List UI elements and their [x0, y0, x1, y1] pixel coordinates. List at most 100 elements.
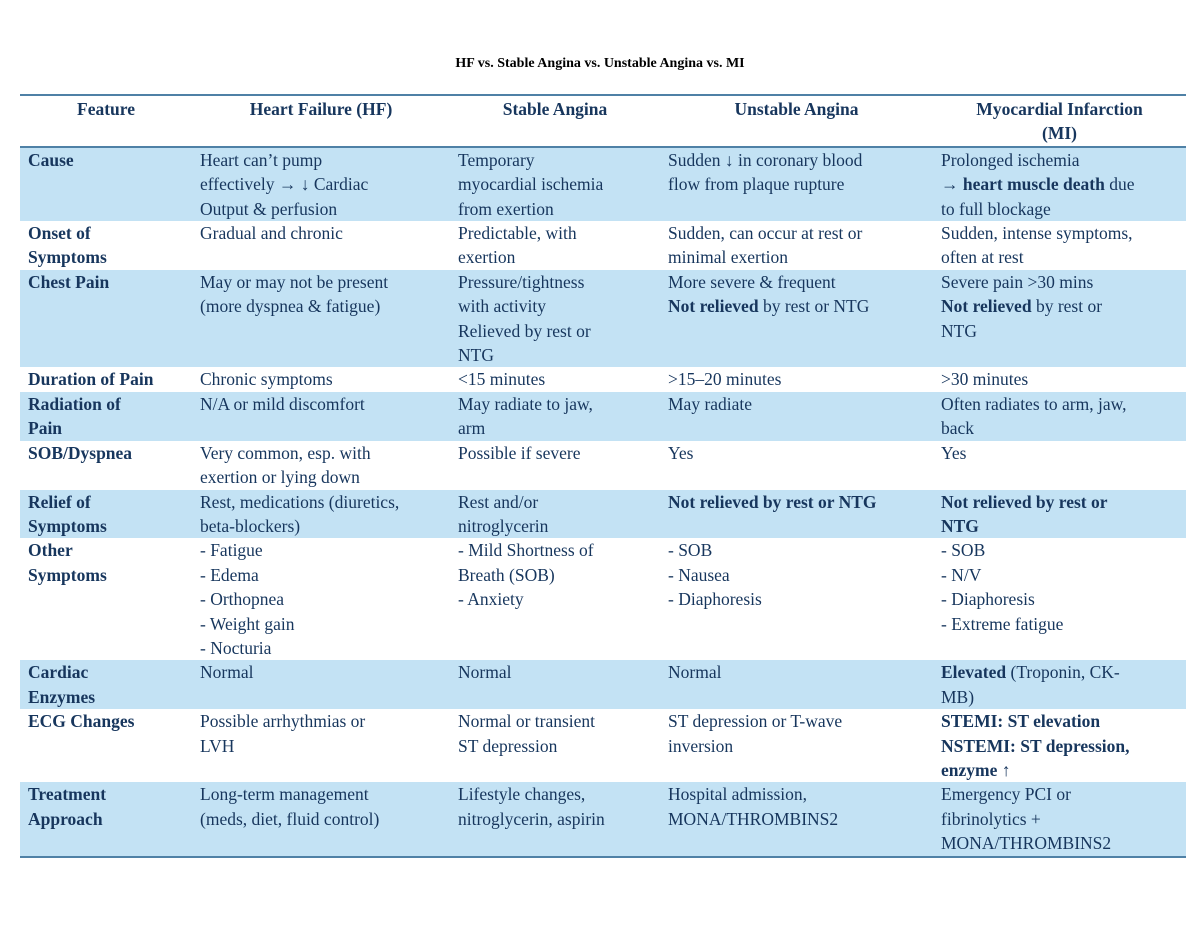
cell-line: exertion or lying down: [200, 465, 444, 489]
cell-line: Sudden, intense symptoms,: [941, 221, 1180, 245]
text: Often radiates to arm, jaw,: [941, 393, 1127, 414]
feature-cell: Cause: [20, 146, 192, 222]
text: - SOB: [668, 540, 713, 561]
cell-line: myocardial ischemia: [458, 172, 654, 196]
cell-line: Possible if severe: [458, 441, 654, 465]
feature-label-line: ECG Changes: [28, 711, 135, 732]
cell-line: LVH: [200, 734, 444, 758]
data-cell: Long-term management (meds, diet, fluid c…: [192, 782, 450, 857]
text: by rest or NTG: [758, 296, 870, 317]
table-row: SOB/Dyspnea Very common, esp. with exertio…: [20, 441, 1186, 490]
data-cell: Severe pain >30 mins Not relieved by rest…: [933, 269, 1186, 368]
cell-line: - Nocturia: [200, 636, 444, 660]
text: More severe & frequent: [668, 271, 836, 292]
cell-line: → heart muscle death due: [941, 172, 1180, 196]
cell-line: - Diaphoresis: [941, 587, 1180, 611]
text: Normal: [458, 662, 512, 683]
text: - Extreme fatigue: [941, 613, 1064, 634]
text: Severe pain >30 mins: [941, 271, 1094, 292]
cell-line: Rest, medications (diuretics,: [200, 490, 444, 514]
text: Possible if severe: [458, 442, 581, 463]
data-cell: Gradual and chronic: [192, 221, 450, 270]
cell-line: Rest and/or: [458, 490, 654, 514]
cell-line: (more dyspnea & fatigue): [200, 294, 444, 318]
cell-line: Very common, esp. with: [200, 441, 444, 465]
cell-line: to full blockage: [941, 197, 1180, 221]
text: nitroglycerin, aspirin: [458, 808, 605, 829]
data-cell: Normal: [192, 660, 450, 710]
table-row: Treatment Approach Long-term management (me…: [20, 782, 1186, 857]
text: - Orthopnea: [200, 589, 285, 610]
text: - Diaphoresis: [941, 589, 1035, 610]
data-cell: <15 minutes: [450, 367, 660, 391]
bold-text: Not relieved: [668, 296, 759, 317]
cell-line: - SOB: [668, 538, 927, 562]
cell-line: Chronic symptoms: [200, 367, 444, 391]
text: - N/V: [941, 564, 982, 585]
cell-line: minimal exertion: [668, 245, 927, 269]
text: Normal: [200, 662, 254, 683]
cell-line: >15–20 minutes: [668, 367, 927, 391]
text: inversion: [668, 735, 734, 756]
data-cell: Normal or transient ST depression: [450, 709, 660, 782]
cell-line: - Weight gain: [200, 612, 444, 636]
text: Emergency PCI or: [941, 784, 1071, 805]
cell-line: enzyme ↑: [941, 758, 1180, 782]
text: Sudden, can occur at rest or: [668, 223, 863, 244]
text: with activity: [458, 296, 546, 317]
text: - Weight gain: [200, 613, 295, 634]
cell-line: Not relieved by rest or: [941, 294, 1180, 318]
cell-line: from exertion: [458, 197, 654, 221]
text: (more dyspnea & fatigue): [200, 296, 381, 317]
header-row: Feature Heart Failure (HF) Stable Angina Un…: [20, 95, 1186, 148]
data-cell: Not relieved by rest or NTG: [933, 489, 1186, 539]
cell-line: Normal: [668, 660, 927, 684]
table-row: Other Symptoms - Fatigue - Edema - Orthopnea…: [20, 538, 1186, 660]
text: - Nausea: [668, 564, 730, 585]
cell-line: Sudden, can occur at rest or: [668, 221, 927, 245]
cell-line: Normal: [200, 660, 444, 684]
cell-line: inversion: [668, 734, 927, 758]
data-cell: Yes: [660, 441, 933, 490]
bold-text: enzyme ↑: [941, 759, 1011, 780]
data-cell: Predictable, with exertion: [450, 221, 660, 270]
cell-line: Heart can’t pump: [200, 148, 444, 172]
cell-line: - N/V: [941, 563, 1180, 587]
text: Breath (SOB): [458, 564, 555, 585]
cell-line: Hospital admission,: [668, 782, 927, 806]
text: Lifestyle changes,: [458, 784, 586, 805]
text: from exertion: [458, 198, 554, 219]
cell-line: STEMI: ST elevation: [941, 709, 1180, 733]
table-row: Chest Pain May or may not be present (more…: [20, 269, 1186, 368]
text: often at rest: [941, 247, 1024, 268]
data-cell: Not relieved by rest or NTG: [660, 489, 933, 539]
text: arm: [458, 418, 486, 439]
cell-line: Normal or transient: [458, 709, 654, 733]
text: Chronic symptoms: [200, 369, 333, 390]
cell-line: - SOB: [941, 538, 1180, 562]
data-cell: - Fatigue - Edema - Orthopnea - Weight gain…: [192, 538, 450, 660]
cell-line: (meds, diet, fluid control): [200, 807, 444, 831]
cell-line: - Nausea: [668, 563, 927, 587]
bold-text: Not relieved: [941, 296, 1032, 317]
feature-cell: Chest Pain: [20, 269, 192, 368]
data-cell: Normal: [450, 660, 660, 710]
cell-line: NTG: [458, 343, 654, 367]
text: fibrinolytics +: [941, 808, 1041, 829]
text: minimal exertion: [668, 247, 789, 268]
cell-line: Not relieved by rest or NTG: [668, 294, 927, 318]
text: - Anxiety: [458, 589, 524, 610]
cell-line: Emergency PCI or: [941, 782, 1180, 806]
feature-label-line: Chest Pain: [28, 271, 110, 292]
text: ST depression: [458, 735, 558, 756]
data-cell: >15–20 minutes: [660, 367, 933, 391]
cell-line: - Extreme fatigue: [941, 612, 1180, 636]
text: (meds, diet, fluid control): [200, 808, 380, 829]
data-cell: Pressure/tightness with activity Relieved …: [450, 269, 660, 368]
text: Sudden, intense symptoms,: [941, 223, 1133, 244]
cell-line: fibrinolytics +: [941, 807, 1180, 831]
data-cell: May radiate to jaw, arm: [450, 391, 660, 441]
cell-line: May radiate: [668, 392, 927, 416]
data-cell: N/A or mild discomfort: [192, 391, 450, 441]
cell-line: Sudden ↓ in coronary blood: [668, 148, 927, 172]
